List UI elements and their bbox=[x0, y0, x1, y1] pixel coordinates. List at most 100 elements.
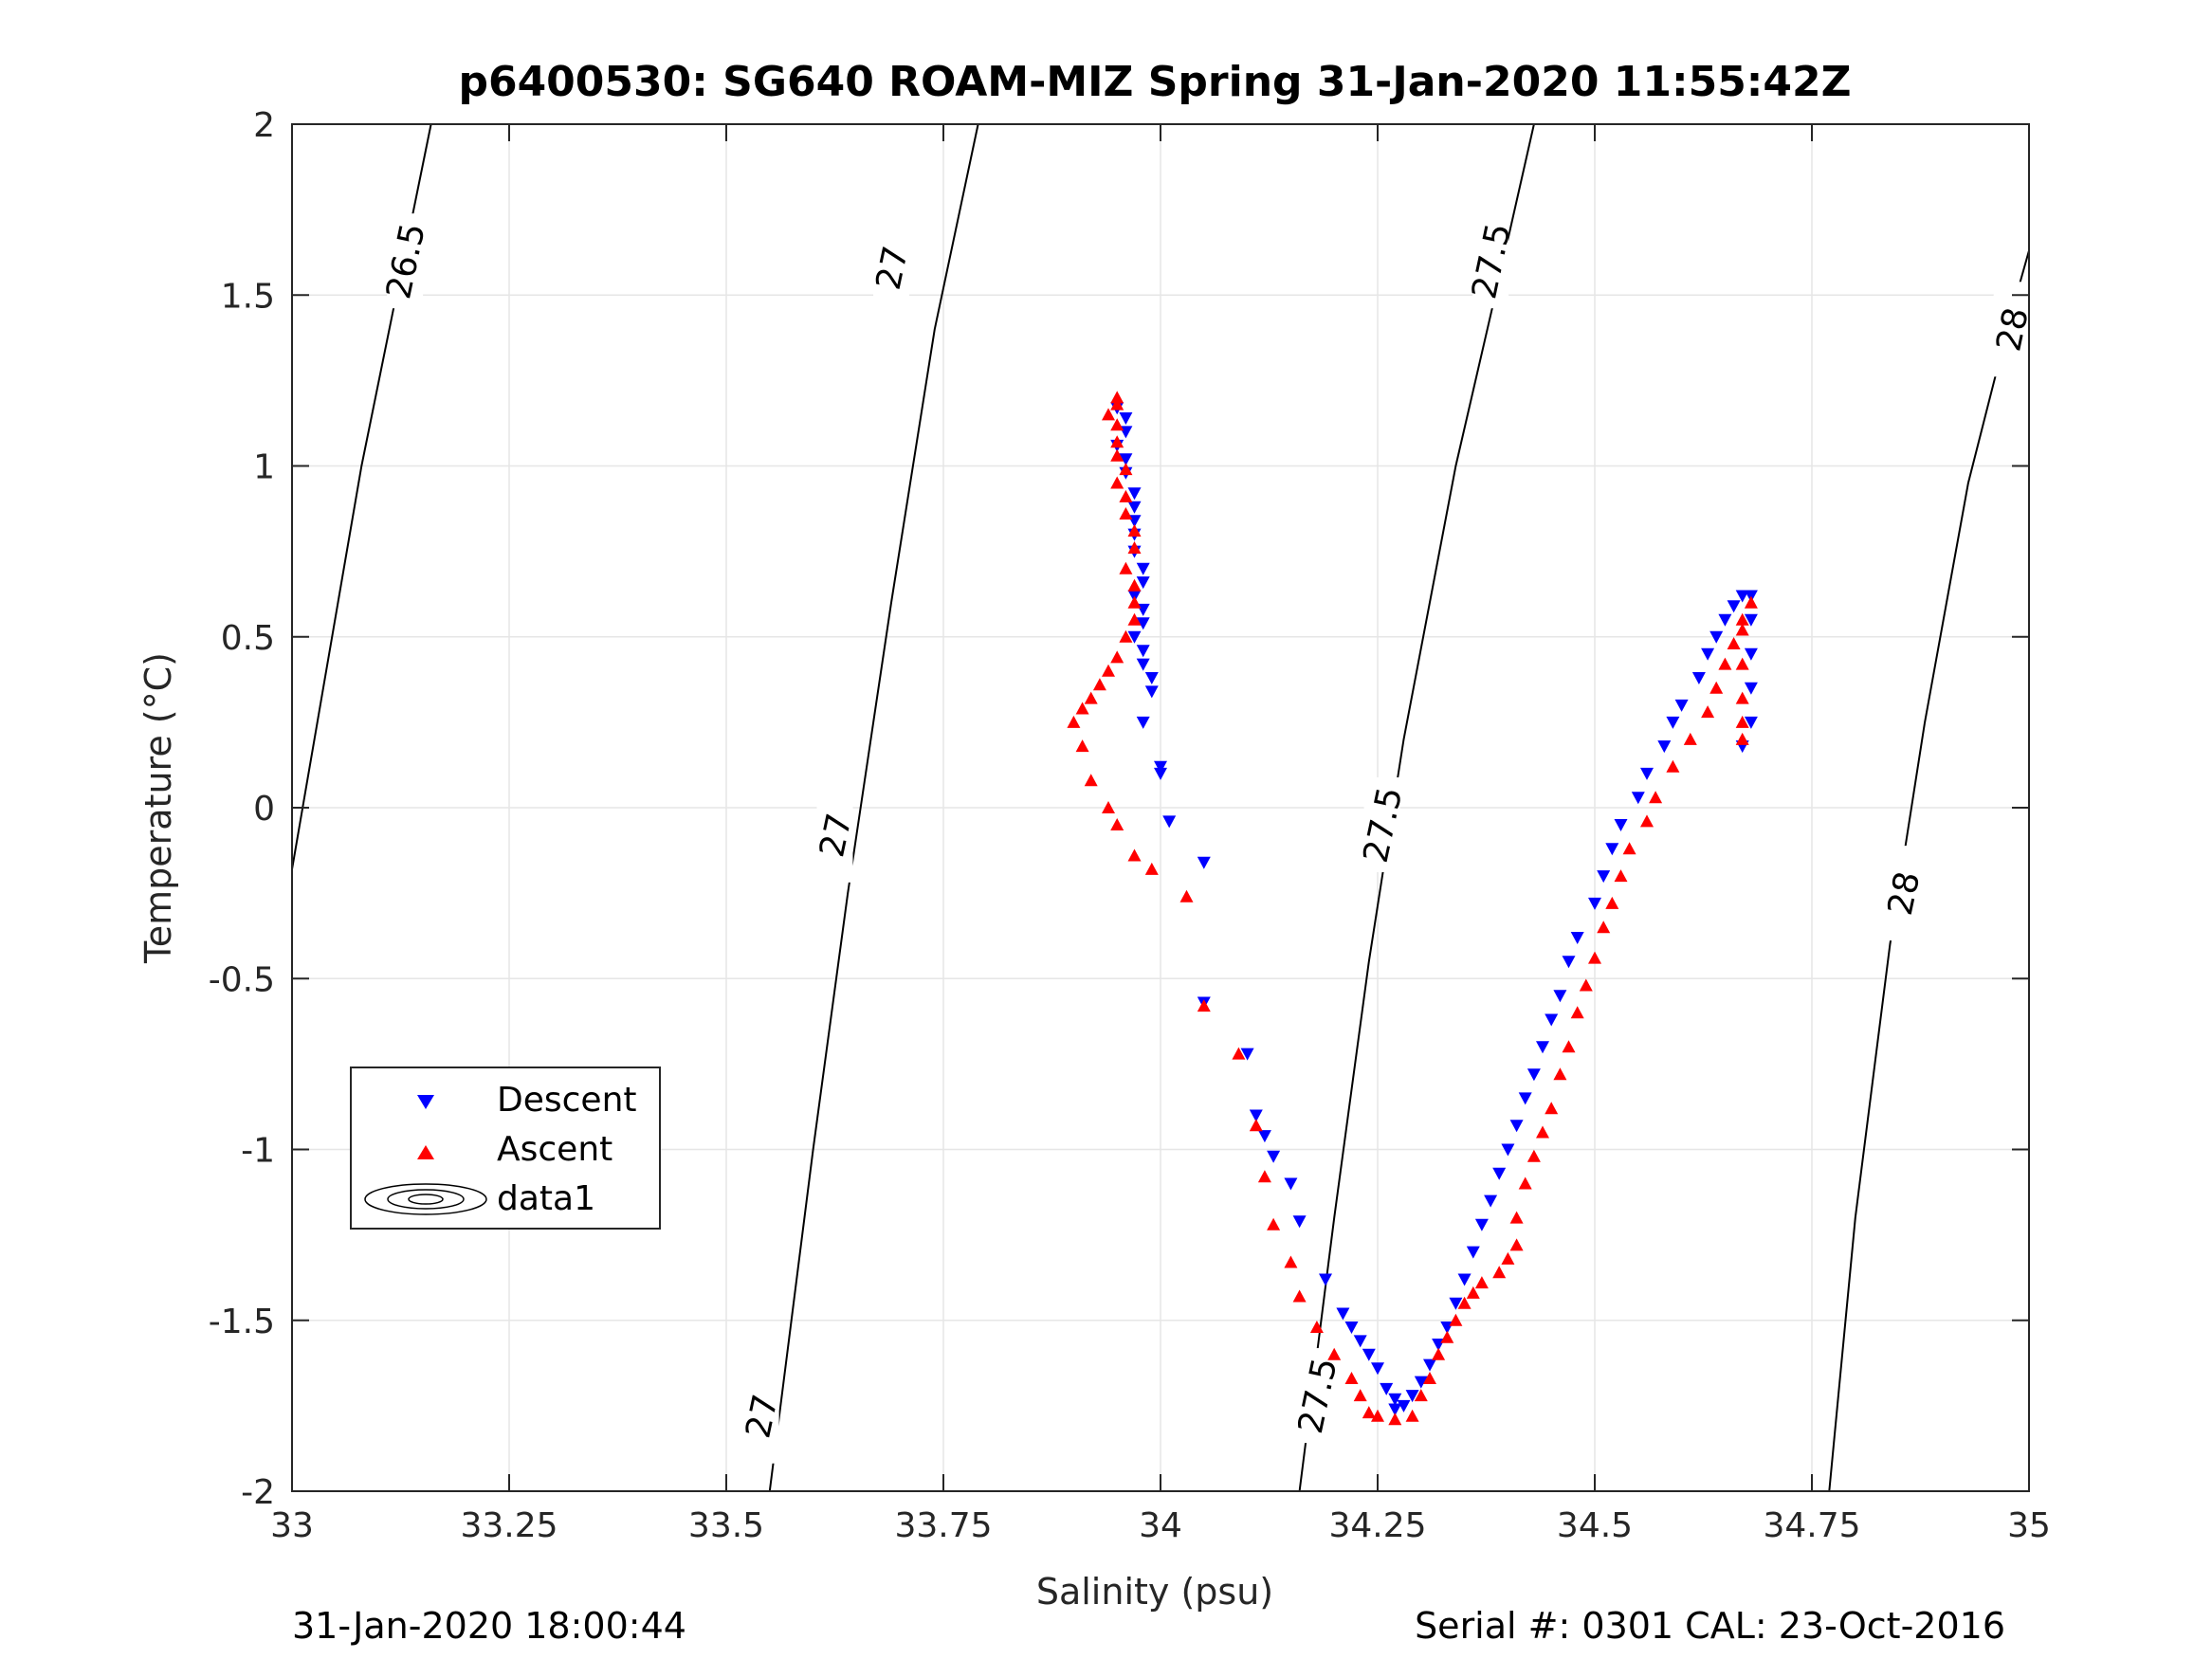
descent-point bbox=[1136, 562, 1150, 575]
ascent-point bbox=[1388, 1413, 1402, 1426]
descent-point bbox=[1144, 672, 1159, 684]
ascent-point bbox=[1119, 463, 1133, 476]
ascent-point bbox=[1084, 691, 1098, 704]
ascent-point bbox=[1371, 1409, 1384, 1422]
descent-point bbox=[1197, 856, 1211, 869]
ascent-point bbox=[1144, 862, 1159, 875]
ascent-point bbox=[1127, 595, 1142, 609]
contour-label-gap bbox=[873, 220, 910, 316]
descent-point bbox=[1344, 1322, 1359, 1334]
x-tick-label: 34.75 bbox=[1763, 1506, 1860, 1545]
contour-label-gap bbox=[1993, 282, 2030, 377]
data-series bbox=[1067, 391, 1758, 1426]
descent-point bbox=[1362, 1348, 1376, 1361]
ascent-point bbox=[1110, 650, 1124, 664]
legend-box bbox=[350, 1066, 661, 1230]
ascent-point bbox=[1440, 1330, 1454, 1343]
ascent-point bbox=[1127, 612, 1142, 626]
ascent-point bbox=[1102, 408, 1115, 421]
descent-point bbox=[1674, 699, 1689, 712]
descent-point bbox=[1553, 990, 1567, 1003]
descent-point bbox=[1484, 1194, 1498, 1208]
ascent-point bbox=[1449, 1313, 1463, 1326]
descent-point bbox=[1284, 1177, 1298, 1191]
series-descent bbox=[1110, 402, 1758, 1416]
x-tick-label: 34.25 bbox=[1328, 1506, 1426, 1545]
descent-point bbox=[1136, 576, 1150, 590]
ascent-point bbox=[1075, 739, 1089, 753]
descent-point bbox=[1518, 1092, 1532, 1105]
descent-point bbox=[1414, 1376, 1428, 1389]
ascent-point bbox=[1414, 1389, 1428, 1402]
descent-point bbox=[1501, 1143, 1515, 1157]
ascent-point bbox=[1553, 1067, 1567, 1081]
descent-point bbox=[1526, 1068, 1541, 1082]
ascent-point bbox=[1075, 702, 1089, 715]
y-tick-label: -1 bbox=[241, 1132, 275, 1171]
ascent-point bbox=[1718, 657, 1732, 670]
descent-point bbox=[1136, 716, 1150, 729]
ascent-point bbox=[1127, 541, 1142, 554]
descent-point bbox=[1292, 1215, 1307, 1229]
ascent-point bbox=[1127, 524, 1142, 537]
ascent-point bbox=[1545, 1102, 1559, 1115]
ascent-point bbox=[1492, 1266, 1507, 1279]
ascent-point bbox=[1466, 1285, 1480, 1299]
descent-point bbox=[1136, 617, 1150, 630]
x-tick-label: 33 bbox=[270, 1506, 314, 1545]
ascent-point bbox=[1084, 774, 1098, 787]
ascent-point bbox=[1614, 869, 1628, 883]
x-axis-ticks: 33 33.25 33.5 33.75 34 34.25 34.5 34.75 35 bbox=[270, 124, 2051, 1545]
ascent-point bbox=[1127, 578, 1142, 592]
descent-point bbox=[1127, 487, 1142, 501]
ascent-point bbox=[1292, 1289, 1307, 1303]
descent-point bbox=[1597, 870, 1611, 884]
descent-point bbox=[1127, 501, 1142, 514]
y-tick-label: 2 bbox=[253, 106, 275, 145]
ascent-point bbox=[1353, 1389, 1367, 1402]
x-tick-label: 33.5 bbox=[688, 1506, 764, 1545]
y-axis-label: Temperature (°C) bbox=[137, 652, 179, 964]
legend-contour-icon bbox=[364, 1183, 487, 1215]
y-tick-label: 1 bbox=[253, 448, 275, 487]
x-tick-label: 33.75 bbox=[894, 1506, 992, 1545]
x-tick-label: 34 bbox=[1139, 1506, 1182, 1545]
ascent-point bbox=[1119, 489, 1133, 502]
ascent-point bbox=[1119, 561, 1133, 574]
descent-point bbox=[1718, 613, 1732, 627]
contour-label-gap bbox=[816, 787, 853, 883]
ascent-point bbox=[1257, 1170, 1271, 1183]
descent-point bbox=[1545, 1013, 1559, 1027]
descent-point bbox=[1744, 682, 1758, 695]
ascent-point bbox=[1579, 978, 1593, 992]
x-tick-label: 33.25 bbox=[460, 1506, 558, 1545]
contour-label-gap bbox=[742, 1368, 779, 1464]
descent-point bbox=[1319, 1273, 1332, 1286]
ascent-point bbox=[1110, 391, 1124, 404]
legend[interactable]: Descent Ascent data1 bbox=[350, 1066, 661, 1230]
ascent-point bbox=[1735, 691, 1749, 704]
descent-point bbox=[1136, 645, 1150, 658]
descent-point bbox=[1466, 1246, 1480, 1259]
descent-point bbox=[1388, 1403, 1402, 1416]
ascent-point bbox=[1666, 759, 1680, 773]
y-tick-label: 0.5 bbox=[221, 619, 275, 658]
descent-point bbox=[1127, 630, 1142, 644]
descent-point bbox=[1509, 1120, 1524, 1133]
ascent-point bbox=[1570, 1006, 1584, 1019]
ascent-point bbox=[1735, 612, 1749, 626]
ascent-point bbox=[1735, 657, 1749, 670]
series-ascent bbox=[1067, 391, 1758, 1426]
ascent-point bbox=[1110, 818, 1124, 830]
descent-point bbox=[1240, 1048, 1254, 1061]
ascent-point bbox=[1640, 814, 1654, 828]
descent-point bbox=[1119, 412, 1133, 425]
footer-serial-cal: Serial #: 0301 CAL: 23-Oct-2016 bbox=[1415, 1605, 2005, 1647]
contour-label: 27 bbox=[739, 1391, 786, 1441]
y-axis-ticks: -2 -1.5 -1 -0.5 0 0.5 1 1.5 2 bbox=[209, 106, 2029, 1512]
ascent-point bbox=[1735, 732, 1749, 745]
descent-point bbox=[1154, 760, 1167, 774]
ascent-point bbox=[1102, 801, 1115, 813]
